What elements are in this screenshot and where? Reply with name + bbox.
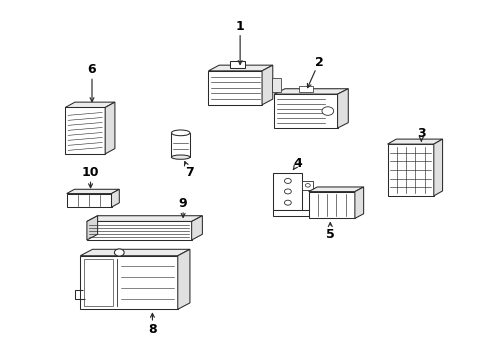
Bar: [84, 258, 114, 306]
Circle shape: [285, 200, 291, 205]
Polygon shape: [208, 65, 273, 71]
Polygon shape: [178, 249, 190, 309]
Bar: [230, 61, 245, 68]
Polygon shape: [87, 216, 98, 240]
Polygon shape: [274, 89, 348, 94]
Bar: [273, 210, 316, 216]
Text: 9: 9: [179, 197, 188, 210]
Circle shape: [285, 189, 291, 194]
Ellipse shape: [172, 130, 190, 136]
Text: 3: 3: [417, 127, 426, 140]
Text: 4: 4: [293, 157, 302, 170]
Bar: [208, 71, 262, 105]
Text: 5: 5: [326, 228, 335, 241]
Text: 1: 1: [236, 20, 245, 33]
Polygon shape: [87, 216, 202, 221]
Circle shape: [322, 107, 334, 115]
Polygon shape: [338, 89, 348, 128]
Bar: [273, 173, 302, 210]
Polygon shape: [67, 189, 119, 194]
Circle shape: [115, 249, 124, 256]
Bar: [309, 192, 355, 219]
Bar: [80, 256, 178, 309]
Polygon shape: [388, 139, 442, 144]
Bar: [65, 108, 105, 154]
Bar: [87, 221, 192, 240]
Polygon shape: [105, 102, 115, 154]
Polygon shape: [112, 189, 119, 207]
Text: 8: 8: [148, 323, 157, 336]
Bar: [272, 78, 281, 92]
Bar: [172, 133, 190, 157]
Text: 7: 7: [185, 166, 194, 179]
Polygon shape: [65, 102, 115, 108]
Polygon shape: [80, 249, 190, 256]
Polygon shape: [192, 216, 202, 240]
Polygon shape: [309, 187, 364, 192]
Circle shape: [285, 179, 291, 184]
Bar: [302, 181, 313, 190]
Text: 6: 6: [88, 63, 97, 76]
Text: 2: 2: [315, 55, 323, 69]
Polygon shape: [434, 139, 442, 196]
Ellipse shape: [172, 155, 190, 159]
Bar: [388, 144, 434, 196]
Polygon shape: [262, 65, 273, 105]
Bar: [274, 94, 338, 128]
Polygon shape: [355, 187, 364, 219]
Bar: [298, 86, 313, 92]
Text: 10: 10: [82, 166, 99, 179]
Circle shape: [305, 184, 310, 187]
Bar: [67, 194, 112, 207]
